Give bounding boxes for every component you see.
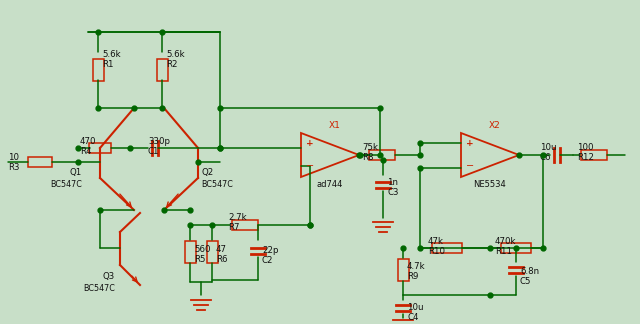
Bar — [501, 243, 531, 253]
Text: 4.7k
R9: 4.7k R9 — [407, 262, 426, 282]
Bar — [207, 241, 218, 263]
Text: 10u
C6: 10u C6 — [540, 143, 557, 162]
Text: Q3: Q3 — [103, 272, 115, 281]
Text: 470k
R11: 470k R11 — [495, 237, 516, 256]
Text: 330p
C1: 330p C1 — [148, 137, 170, 156]
Text: 47
R6: 47 R6 — [216, 245, 227, 264]
Text: 470
R4: 470 R4 — [80, 137, 97, 156]
Text: +: + — [466, 140, 474, 148]
Bar — [89, 143, 111, 153]
Text: 10
R3: 10 R3 — [8, 153, 19, 172]
Text: Q2: Q2 — [201, 168, 213, 177]
Text: 22p
C2: 22p C2 — [262, 246, 278, 265]
Text: 6.8n
C5: 6.8n C5 — [520, 267, 539, 286]
Text: 560
R5: 560 R5 — [194, 245, 211, 264]
Bar — [232, 220, 258, 230]
Bar — [93, 59, 104, 81]
Text: BC547C: BC547C — [201, 180, 233, 189]
Text: 10u
C4: 10u C4 — [407, 303, 424, 322]
Text: X2: X2 — [489, 121, 501, 130]
Text: −: − — [466, 161, 474, 171]
Text: 5.6k
R2: 5.6k R2 — [166, 50, 184, 69]
Bar — [28, 157, 52, 167]
Text: 75k
R8: 75k R8 — [362, 143, 378, 162]
Bar — [184, 241, 195, 263]
Bar — [397, 259, 408, 281]
Bar — [581, 150, 607, 160]
Text: +: + — [306, 140, 314, 148]
Text: Q1: Q1 — [70, 168, 82, 177]
Text: 100
R12: 100 R12 — [577, 143, 594, 162]
Text: 2.7k
R7: 2.7k R7 — [228, 213, 246, 232]
Text: ad744: ad744 — [317, 180, 343, 189]
Text: X1: X1 — [329, 121, 341, 130]
Text: NE5534: NE5534 — [474, 180, 506, 189]
Bar — [369, 150, 395, 160]
Bar — [432, 243, 462, 253]
Text: BC547C: BC547C — [50, 180, 82, 189]
Bar — [157, 59, 168, 81]
Text: 1n
C3: 1n C3 — [387, 178, 399, 197]
Text: 5.6k
R1: 5.6k R1 — [102, 50, 120, 69]
Text: 47k
R10: 47k R10 — [428, 237, 445, 256]
Text: −: − — [306, 161, 314, 171]
Text: BC547C: BC547C — [83, 284, 115, 293]
